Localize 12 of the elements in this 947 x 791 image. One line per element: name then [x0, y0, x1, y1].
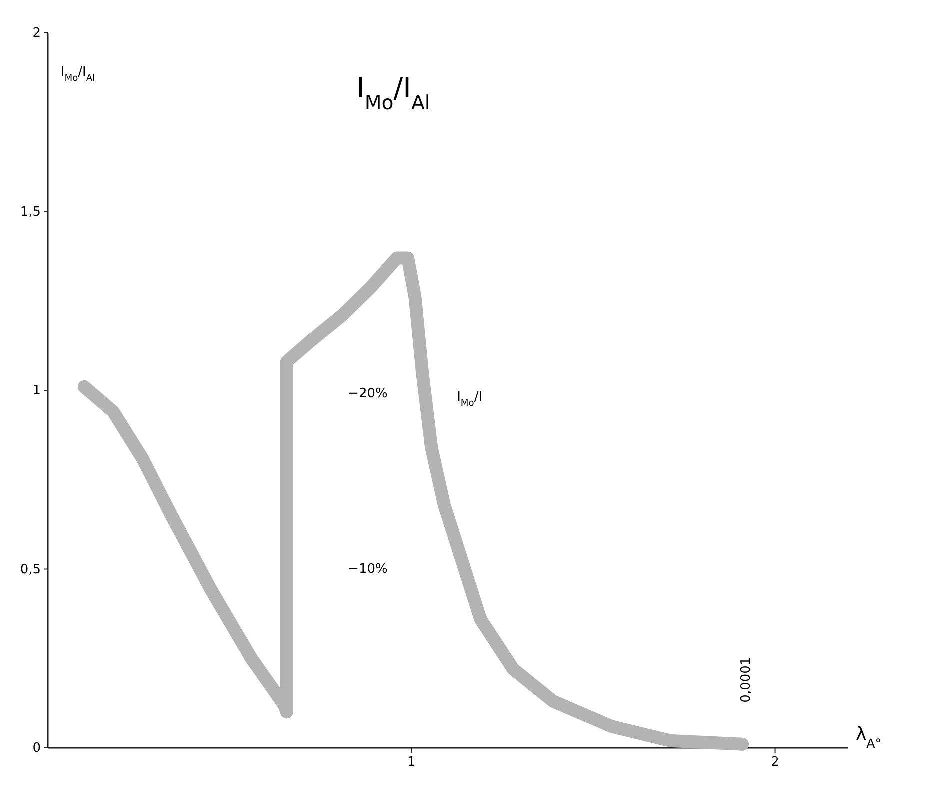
x-axis-title: λ$_{A°}$	[856, 724, 882, 750]
annotation: 0,0001	[738, 657, 754, 703]
annotation: −20%	[348, 386, 388, 402]
y-tick-label: 1	[32, 384, 41, 398]
annotation: I$_{Mo}$/I	[457, 390, 483, 410]
y-tick-label: 0,5	[20, 562, 41, 578]
annotation: −10%	[348, 562, 388, 577]
y-tick-label: 1,5	[20, 204, 41, 220]
y-tick-label: 0	[32, 741, 41, 756]
y-axis-title: I$_{Mo}$/I$_{Al}$	[60, 64, 96, 84]
text: I$_{Mo}$/I$_{Al}$	[356, 71, 430, 114]
y-tick-label: 2	[32, 26, 41, 41]
